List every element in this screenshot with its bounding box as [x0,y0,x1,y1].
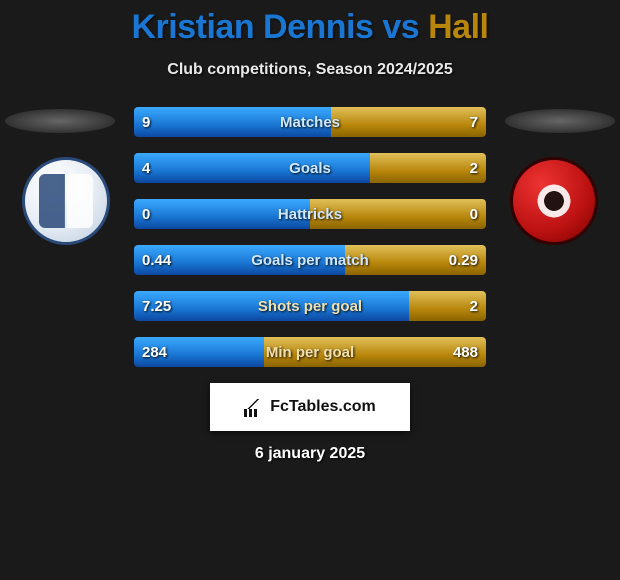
stat-value-player1: 7.25 [134,291,179,321]
player1-shadow [5,109,115,133]
stat-bar: 0.440.29Goals per match [134,245,486,275]
player2-shadow [505,109,615,133]
player2-name: Hall [428,8,488,46]
player2-club-crest [510,157,598,245]
stat-bar: 00Hattricks [134,199,486,229]
stat-value-player2: 0.29 [441,245,486,275]
stat-value-player1: 284 [134,337,175,367]
brand-logo-icon [244,397,264,417]
date-text: 6 january 2025 [0,445,620,463]
stat-value-player2: 7 [462,107,486,137]
player1-club-crest [22,157,110,245]
stat-value-player1: 0 [134,199,158,229]
player1-name: Kristian Dennis [132,8,374,46]
stat-fill-player1 [134,153,370,183]
stat-value-player1: 4 [134,153,158,183]
brand-text: FcTables.com [270,398,376,416]
stat-value-player1: 0.44 [134,245,179,275]
stat-value-player2: 488 [445,337,486,367]
brand-box[interactable]: FcTables.com [210,383,410,431]
stat-fill-player1 [134,107,331,137]
stat-value-player2: 2 [462,153,486,183]
stat-bar: 97Matches [134,107,486,137]
stat-fill-player2 [310,199,486,229]
stat-value-player1: 9 [134,107,158,137]
stat-bar: 284488Min per goal [134,337,486,367]
comparison-stage: 97Matches42Goals00Hattricks0.440.29Goals… [0,107,620,367]
stat-value-player2: 0 [462,199,486,229]
stat-bar: 42Goals [134,153,486,183]
season-subtitle: Club competitions, Season 2024/2025 [0,61,620,79]
stat-bar: 7.252Shots per goal [134,291,486,321]
comparison-title: Kristian Dennis vs Hall [0,0,620,47]
vs-text: vs [382,8,419,46]
stat-fill-player1 [134,199,310,229]
stat-bars: 97Matches42Goals00Hattricks0.440.29Goals… [134,107,486,367]
stat-value-player2: 2 [462,291,486,321]
